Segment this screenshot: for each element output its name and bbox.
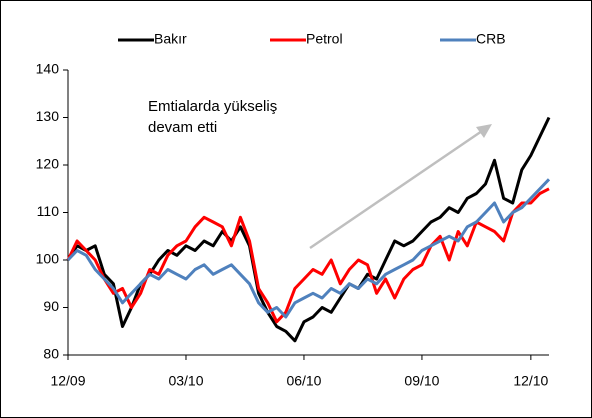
y-tick-label: 90 <box>43 298 59 314</box>
y-tick-label: 130 <box>36 108 60 124</box>
y-tick-label: 110 <box>37 203 60 219</box>
x-tick-label: 09/10 <box>404 373 439 389</box>
y-tick-label: 80 <box>43 346 59 362</box>
annotation: devam etti <box>148 119 217 136</box>
legend-label: Bakır <box>154 31 187 47</box>
x-tick-label: 12/10 <box>513 373 548 389</box>
x-tick-label: 12/09 <box>50 373 85 389</box>
y-tick-label: 120 <box>36 156 60 172</box>
annotation: Emtialarda yükseliş <box>148 98 277 115</box>
line-series <box>66 187 550 324</box>
line-series <box>66 178 551 319</box>
x-tick-label: 03/10 <box>168 373 203 389</box>
x-tick-label: 06/10 <box>286 373 321 389</box>
legend-label: CRB <box>476 31 506 47</box>
legend-label: Petrol <box>306 31 343 47</box>
arrow-head <box>476 124 492 138</box>
y-tick-label: 100 <box>36 251 60 267</box>
y-tick-label: 140 <box>36 61 60 77</box>
arrow <box>309 129 483 250</box>
